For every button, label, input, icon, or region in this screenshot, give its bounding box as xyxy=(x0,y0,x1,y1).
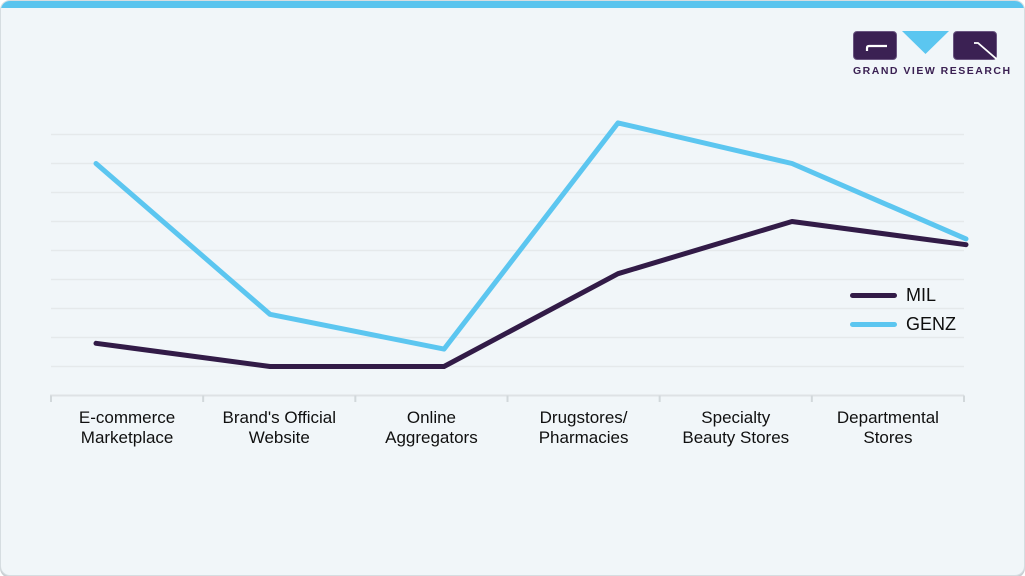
logo-r-mark xyxy=(953,31,997,60)
x-axis-label: Drugstores/ Pharmacies xyxy=(538,408,629,447)
legend-item-mil: MIL xyxy=(850,285,956,305)
x-axis-label: E-commerce Marketplace xyxy=(78,408,176,447)
series-line-mil xyxy=(93,219,969,369)
x-axis-label: Brand's Official Website xyxy=(222,408,336,447)
legend-label-genz: GENZ xyxy=(906,313,957,334)
x-axis-label: Online Aggregators xyxy=(385,408,478,447)
series-line-genz xyxy=(93,120,969,352)
top-accent-bar xyxy=(1,1,1024,8)
gvr-logo-marks xyxy=(853,31,997,61)
genz-line-swatch xyxy=(850,321,897,327)
x-axis-label: Specialty Beauty Stores xyxy=(682,408,790,447)
x-axis-label: Departmental Stores xyxy=(836,408,939,447)
logo-text: GRAND VIEW RESEARCH xyxy=(853,65,1012,77)
legend-label-mil: MIL xyxy=(906,284,937,305)
x-axis-labels: E-commerce Marketplace Brand's Official W… xyxy=(51,408,964,448)
mil-line-swatch xyxy=(850,292,897,298)
chart-legend: MIL GENZ xyxy=(850,285,956,343)
gvr-logo: GRAND VIEW RESEARCH xyxy=(853,31,1012,77)
legend-item-genz: GENZ xyxy=(850,314,956,334)
logo-g-mark xyxy=(853,31,897,60)
logo-v-mark xyxy=(901,31,949,54)
